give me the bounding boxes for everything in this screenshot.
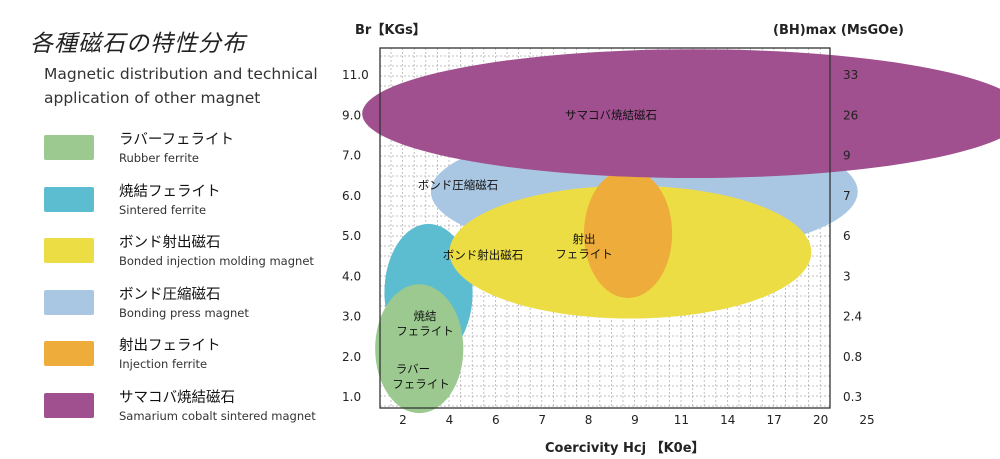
x-tick-label: 8 [585, 413, 593, 427]
region-label-sintered-2: フェライト [396, 324, 454, 338]
plot-frame [379, 47, 831, 409]
x-tick-label: 2 [399, 413, 407, 427]
y-tick-label: 3.0 [342, 310, 361, 324]
y-tick-label: 11.0 [342, 68, 369, 82]
y2-tick-label: 26 [843, 108, 858, 122]
region-label-injection-magnet: ボンド射出磁石 [443, 248, 524, 262]
x-tick-label: 17 [767, 413, 782, 427]
legend-label-jp: サマコバ焼結磁石 [119, 389, 235, 406]
legend-label-en: Injection ferrite [119, 357, 208, 371]
region-labels: ボンド圧縮磁石 焼結 フェライト ラバー フェライト ボンド射出磁石 射出 フェ… [392, 108, 657, 391]
y2-tick-label: 2.4 [843, 310, 862, 324]
x-tick-label: 14 [720, 413, 735, 427]
legend-swatch-sintered-ferrite [44, 186, 94, 212]
region-label-rubber-2: フェライト [392, 377, 450, 391]
legend-label-jp: ボンド射出磁石 [119, 235, 221, 251]
region-ellipse [583, 169, 673, 298]
legend-label-jp: ラバーフェライト [119, 132, 234, 148]
legend-label-en: Samarium cobalt sintered magnet [119, 408, 316, 423]
region-ellipse [362, 49, 1000, 179]
y2-axis-label: (BH)max (MsGOe) [773, 23, 904, 38]
x-tick-labels: 2 4 6 7 8 9 11 14 17 20 25 [399, 413, 874, 427]
legend-label-en: Rubber ferrite [119, 151, 199, 165]
x-tick-label: 11 [674, 413, 689, 427]
legend-swatch-bonded-injection [44, 238, 94, 263]
chart-title-jp: 各種磁石の特性分布 [30, 31, 246, 57]
y2-tick-label: 0.3 [843, 390, 862, 404]
y-tick-label: 1.0 [342, 390, 361, 404]
y2-tick-label: 33 [843, 68, 858, 82]
y-axis-label: Br【KGs】 [355, 22, 426, 38]
y2-tick-label: 6 [843, 229, 851, 243]
x-tick-label: 7 [538, 413, 546, 427]
legend-label-en: Bonded injection molding magnet [119, 254, 314, 268]
region-label-samarium: サマコバ焼結磁石 [565, 108, 657, 122]
legend-label-en: Bonding press magnet [119, 305, 249, 320]
y2-tick-label: 0.8 [843, 350, 862, 364]
region-label-press: ボンド圧縮磁石 [418, 178, 499, 192]
x-axis-label: Coercivity Hcj 【K0e】 [545, 440, 705, 456]
y-tick-label: 5.0 [342, 229, 361, 243]
chart-regions [362, 49, 1000, 414]
region-label-injection-ferrite-1: 射出 [573, 232, 596, 246]
y-tick-label: 6.0 [342, 189, 361, 203]
legend-swatch-samarium-cobalt [44, 392, 94, 418]
x-tick-label: 20 [813, 413, 828, 427]
y-tick-label: 9.0 [342, 108, 361, 122]
x-tick-label: 6 [492, 413, 500, 427]
x-tick-label: 25 [859, 413, 874, 427]
y2-tick-label: 7 [843, 189, 851, 203]
y-tick-label: 7.0 [342, 149, 361, 163]
y-tick-label: 2.0 [342, 350, 361, 364]
region-ellipse [375, 284, 464, 414]
legend-label-en: Sintered ferrite [119, 202, 207, 217]
legend-label-jp: 焼結フェライト [119, 183, 221, 200]
legend-swatch-bonding-press [44, 289, 94, 315]
y2-tick-label: 9 [843, 149, 851, 163]
legend-swatch-rubber-ferrite [44, 135, 94, 160]
chart-title-en-line2: application of other magnet [44, 89, 261, 107]
region-label-sintered-1: 焼結 [414, 309, 437, 323]
legend-swatch-injection-ferrite [44, 341, 94, 366]
legend-label-jp: 射出フェライト [119, 338, 221, 354]
region-label-injection-ferrite-2: フェライト [555, 247, 613, 261]
x-tick-label: 9 [631, 413, 639, 427]
x-tick-label: 4 [446, 413, 454, 427]
chart-title-en: Magnetic distribution and technical appl… [44, 62, 344, 110]
chart-title-en-line1: Magnetic distribution and technical [44, 65, 318, 83]
y-tick-label: 4.0 [342, 269, 361, 283]
y2-tick-labels: 0.3 0.8 2.4 3 6 7 9 26 33 [843, 68, 862, 404]
y-tick-labels: 1.0 2.0 3.0 4.0 5.0 6.0 7.0 9.0 11.0 [342, 68, 369, 404]
region-label-rubber-1: ラバー [396, 362, 430, 376]
legend-label-jp: ボンド圧縮磁石 [119, 286, 221, 303]
y2-tick-label: 3 [843, 269, 851, 283]
